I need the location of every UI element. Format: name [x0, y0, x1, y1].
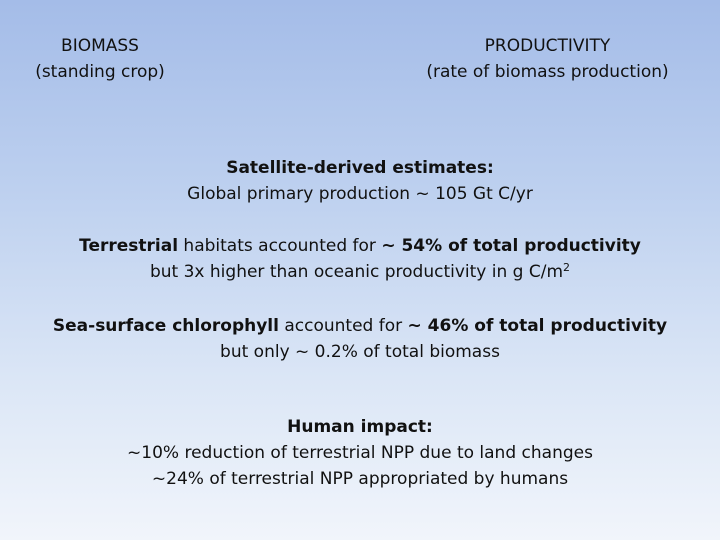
terrestrial-text-1: habitats accounted for [178, 236, 382, 256]
sea-bold-1: Sea-surface chlorophyll [52, 316, 279, 336]
satellite-line: Global primary production ~ 105 Gt C/yr [187, 184, 533, 204]
terrestrial-bold-1: Terrestrial [79, 236, 179, 256]
sea-bold-2: ~ 46% of total productivity [407, 316, 668, 336]
sea-line-2: but only ~ 0.2% of total biomass [220, 342, 500, 362]
productivity-header: PRODUCTIVITY (rate of biomass production… [400, 33, 695, 85]
biomass-title: BIOMASS [61, 36, 139, 56]
sea-text-1: accounted for [278, 316, 408, 336]
biomass-subtitle: (standing crop) [35, 62, 165, 82]
sea-surface-block: Sea-surface chlorophyll accounted for ~ … [0, 313, 720, 365]
satellite-heading: Satellite-derived estimates: [226, 158, 494, 178]
productivity-subtitle: (rate of biomass production) [426, 62, 669, 82]
sea-line-1: Sea-surface chlorophyll accounted for ~ … [0, 313, 720, 339]
terrestrial-bold-2: ~ 54% of total productivity [381, 236, 641, 256]
terrestrial-line-2-sup: 2 [563, 261, 570, 274]
terrestrial-line-2-text: but 3x higher than oceanic productivity … [149, 262, 563, 282]
terrestrial-line-2: but 3x higher than oceanic productivity … [0, 259, 720, 285]
biomass-header: BIOMASS (standing crop) [20, 33, 180, 85]
terrestrial-line-1: Terrestrial habitats accounted for ~ 54%… [0, 233, 720, 259]
terrestrial-block: Terrestrial habitats accounted for ~ 54%… [0, 233, 720, 285]
productivity-title: PRODUCTIVITY [484, 36, 611, 56]
human-heading: Human impact: [287, 417, 433, 437]
human-impact-block: Human impact: ~10% reduction of terrestr… [0, 414, 720, 492]
human-line-1: ~10% reduction of terrestrial NPP due to… [127, 443, 593, 463]
satellite-estimates: Satellite-derived estimates: Global prim… [0, 155, 720, 207]
human-line-2: ~24% of terrestrial NPP appropriated by … [151, 469, 569, 489]
